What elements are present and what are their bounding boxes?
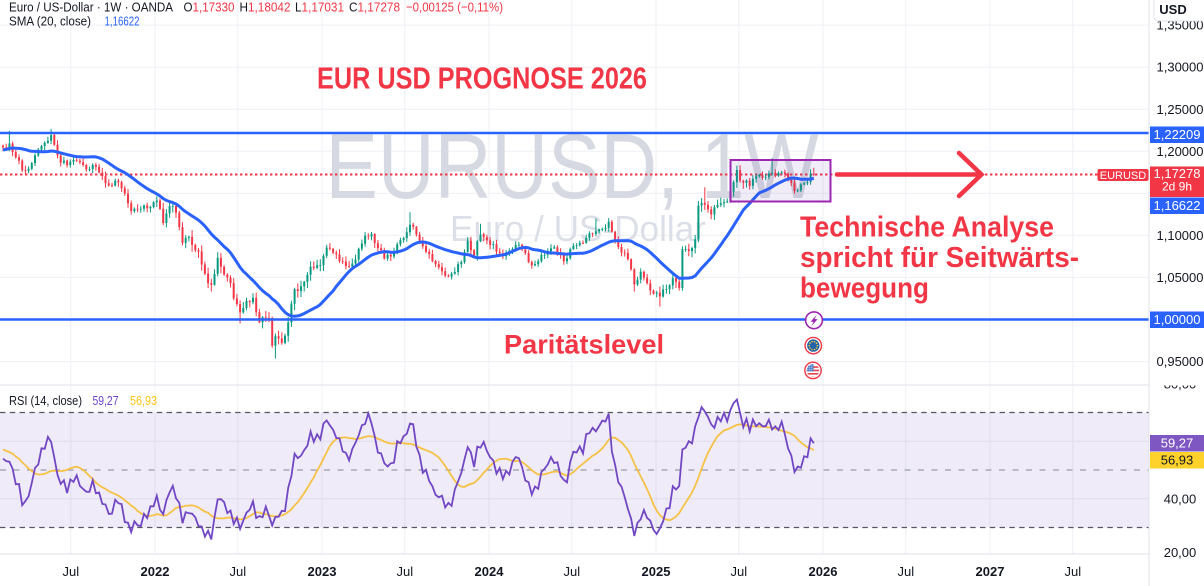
svg-text:59,27: 59,27 — [1161, 436, 1194, 451]
svg-text:2025: 2025 — [642, 564, 671, 579]
svg-text:Jul: Jul — [897, 564, 914, 579]
svg-text:C1,17278: C1,17278 — [349, 0, 400, 15]
svg-text:1,10000: 1,10000 — [1157, 228, 1204, 243]
svg-text:Euro / US-Dollar · 1W · OANDA: Euro / US-Dollar · 1W · OANDA — [9, 0, 173, 15]
svg-text:1,17278: 1,17278 — [1154, 166, 1201, 181]
svg-text:bewegung: bewegung — [800, 273, 929, 305]
svg-text:59,27: 59,27 — [93, 393, 119, 408]
svg-text:1,05000: 1,05000 — [1157, 270, 1204, 285]
svg-text:−0,00125 (−0,11%): −0,00125 (−0,11%) — [406, 0, 503, 15]
svg-text:2027: 2027 — [976, 564, 1005, 579]
svg-text:spricht für Seitwärts-: spricht für Seitwärts- — [800, 242, 1079, 274]
svg-text:1,16622: 1,16622 — [1154, 198, 1201, 213]
svg-text:Jul: Jul — [563, 564, 580, 579]
svg-text:1,20000: 1,20000 — [1157, 144, 1204, 159]
svg-text:Jul: Jul — [730, 564, 747, 579]
svg-text:1,16622: 1,16622 — [105, 14, 140, 29]
svg-text:Jul: Jul — [1064, 564, 1081, 579]
svg-text:1,25000: 1,25000 — [1157, 102, 1204, 117]
svg-text:2023: 2023 — [308, 564, 337, 579]
svg-text:1,00000: 1,00000 — [1154, 312, 1201, 327]
svg-text:2d 9h: 2d 9h — [1162, 180, 1192, 194]
svg-text:O1,17330: O1,17330 — [184, 0, 235, 15]
svg-text:Jul: Jul — [62, 564, 79, 579]
svg-text:2022: 2022 — [141, 564, 170, 579]
svg-text:RSI (14, close): RSI (14, close) — [9, 393, 82, 408]
svg-text:Jul: Jul — [229, 564, 246, 579]
svg-text:2026: 2026 — [809, 564, 838, 579]
svg-text:40,00: 40,00 — [1164, 491, 1197, 506]
svg-text:20,00: 20,00 — [1164, 545, 1197, 560]
svg-text:Jul: Jul — [396, 564, 413, 579]
svg-text:H1,18042: H1,18042 — [240, 0, 291, 15]
svg-text:0,95000: 0,95000 — [1157, 354, 1204, 369]
svg-text:Technische Analyse: Technische Analyse — [800, 212, 1054, 244]
svg-text:EURUSD: EURUSD — [1100, 170, 1147, 182]
svg-text:2024: 2024 — [475, 564, 505, 579]
svg-text:Paritätslevel: Paritätslevel — [504, 330, 664, 360]
svg-text:56,93: 56,93 — [1161, 453, 1194, 468]
svg-text:Euro / US-Dollar: Euro / US-Dollar — [450, 208, 706, 249]
svg-text:L1,17031: L1,17031 — [295, 0, 344, 15]
svg-text:56,93: 56,93 — [130, 393, 157, 408]
svg-text:EUR USD PROGNOSE 2026: EUR USD PROGNOSE 2026 — [317, 61, 647, 96]
svg-text:1,22209: 1,22209 — [1154, 127, 1201, 142]
svg-text:1,30000: 1,30000 — [1157, 60, 1204, 75]
svg-text:80,00: 80,00 — [1164, 376, 1197, 391]
svg-text:USD: USD — [1159, 2, 1186, 17]
svg-text:SMA (20, close): SMA (20, close) — [9, 14, 91, 29]
